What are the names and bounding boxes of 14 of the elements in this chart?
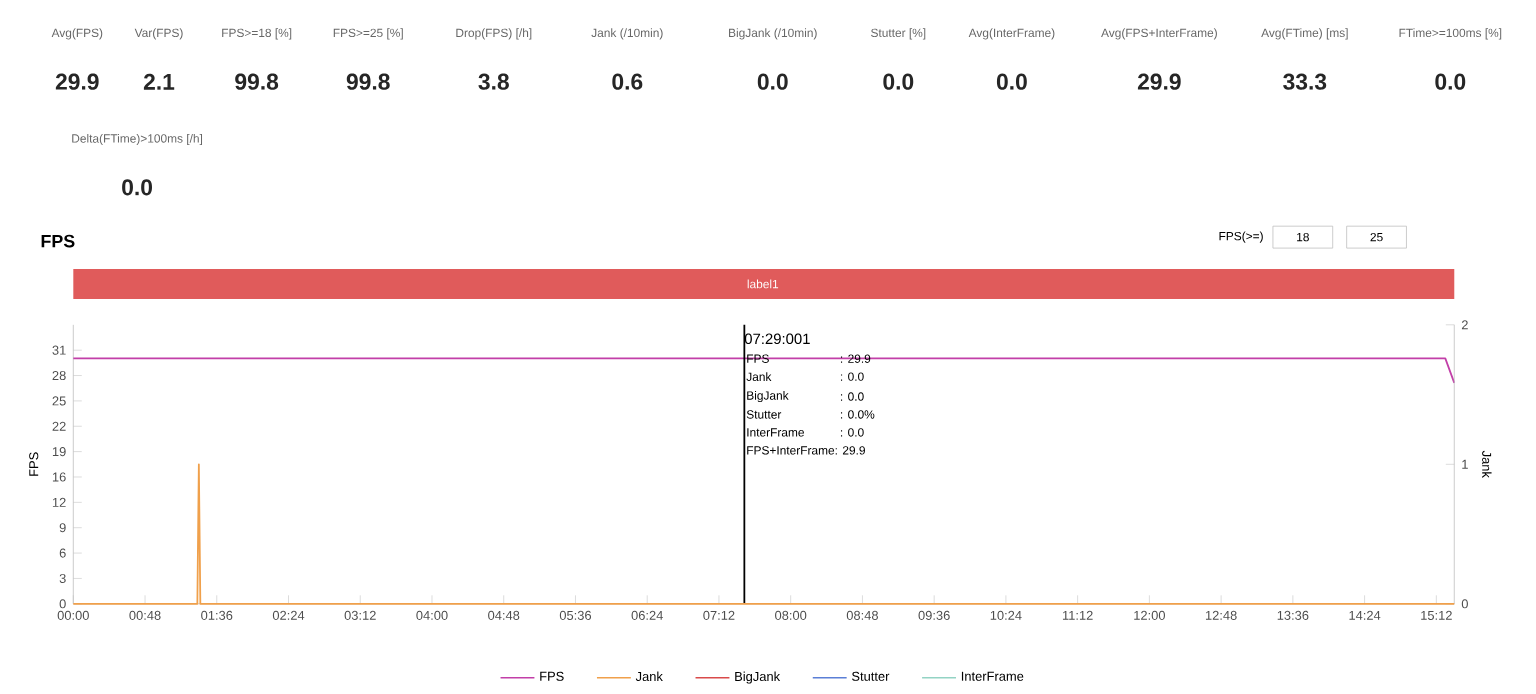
text: 99.8: [346, 73, 390, 91]
text: 0.0: [883, 73, 914, 91]
text: 29.9: [1137, 73, 1181, 91]
text: 2.1: [143, 73, 175, 90]
text: 29.9: [55, 73, 99, 91]
text: 0.0: [1435, 73, 1466, 91]
text: 0.6: [612, 73, 643, 91]
text: 0.0: [122, 179, 153, 196]
text: 0.0: [996, 73, 1027, 91]
chart-title: FPS: [41, 235, 75, 248]
text: 33.3: [1283, 73, 1327, 91]
text: 99.8: [235, 73, 279, 91]
text: 3.8: [478, 73, 509, 91]
text: 0.0: [757, 73, 788, 91]
